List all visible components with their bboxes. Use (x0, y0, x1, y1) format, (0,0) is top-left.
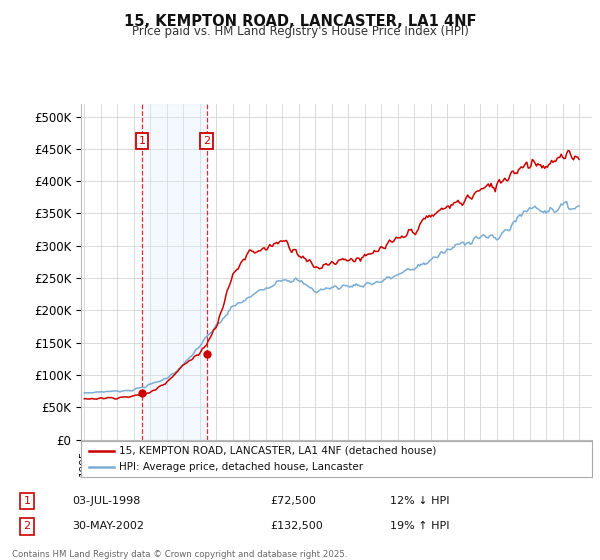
Bar (142, 104, 206, 440)
Text: 30-MAY-2002: 30-MAY-2002 (72, 521, 144, 531)
Text: 15, KEMPTON ROAD, LANCASTER, LA1 4NF: 15, KEMPTON ROAD, LANCASTER, LA1 4NF (124, 14, 476, 29)
Text: £132,500: £132,500 (270, 521, 323, 531)
Text: Contains HM Land Registry data © Crown copyright and database right 2025.
This d: Contains HM Land Registry data © Crown c… (12, 550, 347, 560)
Text: 1: 1 (139, 136, 146, 146)
Text: 1: 1 (23, 496, 31, 506)
Text: 15, KEMPTON ROAD, LANCASTER, LA1 4NF (detached house): 15, KEMPTON ROAD, LANCASTER, LA1 4NF (de… (119, 446, 437, 455)
Text: HPI: Average price, detached house, Lancaster: HPI: Average price, detached house, Lanc… (119, 463, 364, 472)
Text: Price paid vs. HM Land Registry's House Price Index (HPI): Price paid vs. HM Land Registry's House … (131, 25, 469, 38)
Text: 2: 2 (23, 521, 31, 531)
Text: 03-JUL-1998: 03-JUL-1998 (72, 496, 140, 506)
Text: 2: 2 (203, 136, 210, 146)
Text: £72,500: £72,500 (270, 496, 316, 506)
Text: 12% ↓ HPI: 12% ↓ HPI (390, 496, 449, 506)
Text: 19% ↑ HPI: 19% ↑ HPI (390, 521, 449, 531)
